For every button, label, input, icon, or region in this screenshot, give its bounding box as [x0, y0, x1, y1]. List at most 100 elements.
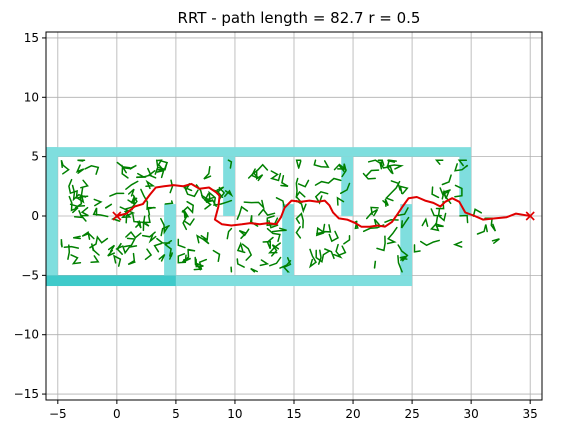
- tree-branch: [227, 229, 231, 239]
- x-tick-label: −5: [49, 407, 67, 421]
- tree-branch: [237, 259, 244, 267]
- tree-branch: [478, 225, 488, 235]
- tree-branch: [375, 261, 376, 268]
- x-tick-label: 25: [404, 407, 419, 421]
- tree-branch: [75, 211, 82, 218]
- obstacle: [46, 147, 471, 156]
- tree-branch: [260, 260, 267, 265]
- tree-branch: [281, 176, 288, 187]
- tree-branch: [270, 258, 281, 266]
- tree-branch: [323, 225, 330, 232]
- tree-branch: [128, 254, 135, 265]
- tree-branch: [329, 231, 338, 241]
- tree-branch: [386, 182, 399, 201]
- tree-branch: [61, 160, 68, 174]
- tree-branch: [244, 201, 263, 208]
- tree-branch: [94, 208, 108, 217]
- obstacle: [341, 157, 353, 216]
- tree-branch: [439, 209, 446, 221]
- tree-branch: [259, 210, 275, 216]
- tree-branch: [106, 204, 112, 208]
- y-tick-label: 10: [24, 90, 39, 104]
- tree-branch: [493, 239, 500, 243]
- x-tick-label: 0: [113, 407, 121, 421]
- tree-branch: [344, 236, 350, 244]
- tree-branch: [73, 236, 80, 238]
- obstacle: [46, 275, 176, 286]
- tree-branch: [90, 237, 108, 248]
- tree-branch: [431, 217, 438, 231]
- tree-branch: [271, 171, 280, 181]
- tree-branch: [297, 160, 301, 168]
- obstacle: [46, 147, 58, 275]
- tree-branch: [124, 238, 134, 246]
- tree-branch: [78, 160, 85, 161]
- tree-branch: [159, 255, 164, 261]
- tree-branch: [204, 167, 211, 179]
- x-tick-label: 35: [523, 407, 538, 421]
- tree-branch: [421, 240, 440, 245]
- obstacle: [176, 275, 412, 286]
- tree-branch: [137, 169, 151, 178]
- tree-branch: [319, 250, 321, 264]
- tree-branch: [432, 187, 438, 197]
- x-tick-label: 15: [286, 407, 301, 421]
- x-tick-label: 10: [227, 407, 242, 421]
- tree-branch: [64, 247, 78, 249]
- y-tick-label: 15: [24, 31, 39, 45]
- chart-title: RRT - path length = 82.7 r = 0.5: [178, 9, 421, 27]
- tree-branch: [146, 249, 152, 259]
- tree-branch: [299, 180, 309, 186]
- y-tick-label: −15: [14, 387, 39, 401]
- tree-branch: [310, 249, 316, 266]
- tree-branch: [251, 269, 258, 272]
- tree-branch: [422, 219, 427, 226]
- tree-branch: [126, 232, 141, 238]
- x-tick-label: 20: [345, 407, 360, 421]
- tree-branch: [339, 246, 346, 255]
- x-tick-label: 30: [464, 407, 479, 421]
- tree-branch: [81, 180, 88, 187]
- tree-branch: [383, 199, 388, 206]
- tree-branch: [213, 251, 219, 262]
- tree-branch: [237, 207, 247, 219]
- tree-branch: [455, 242, 462, 247]
- tree-branch: [437, 224, 444, 226]
- y-tick-label: −10: [14, 328, 39, 342]
- tree-branch: [146, 182, 153, 189]
- tree-branch: [82, 232, 94, 239]
- tree-branch: [316, 250, 329, 261]
- tree-branch: [185, 188, 198, 197]
- obstacle: [164, 204, 176, 275]
- tree-branch: [71, 255, 80, 264]
- tree-branch: [81, 208, 88, 221]
- tree-branch: [460, 216, 468, 223]
- x-tick-label: 5: [172, 407, 180, 421]
- tree-branch: [377, 236, 385, 250]
- tree-branch: [143, 232, 155, 237]
- tree-branch: [77, 165, 84, 173]
- tree-branch: [364, 174, 376, 179]
- obstacle-layer: [46, 147, 471, 286]
- tree-branch: [437, 160, 444, 164]
- tree-branch: [178, 254, 186, 263]
- tree-branch: [239, 229, 248, 238]
- tree-branch: [314, 160, 328, 167]
- tree-branch: [126, 181, 138, 189]
- tree-branch: [334, 245, 341, 258]
- tree-branch: [94, 199, 101, 205]
- y-tick-label: 0: [31, 209, 39, 223]
- tree-branch: [400, 186, 407, 193]
- tree-branch: [85, 166, 98, 174]
- tree-branch: [117, 243, 122, 254]
- tree-branch: [91, 256, 98, 262]
- tree-branch: [263, 238, 273, 249]
- tree-branch: [442, 175, 451, 184]
- y-tick-label: −5: [21, 268, 39, 282]
- tree-branch: [388, 228, 397, 244]
- obstacle: [223, 157, 235, 216]
- tree-branch: [61, 239, 62, 247]
- tree-branch: [257, 171, 263, 180]
- tree-branch: [316, 179, 341, 186]
